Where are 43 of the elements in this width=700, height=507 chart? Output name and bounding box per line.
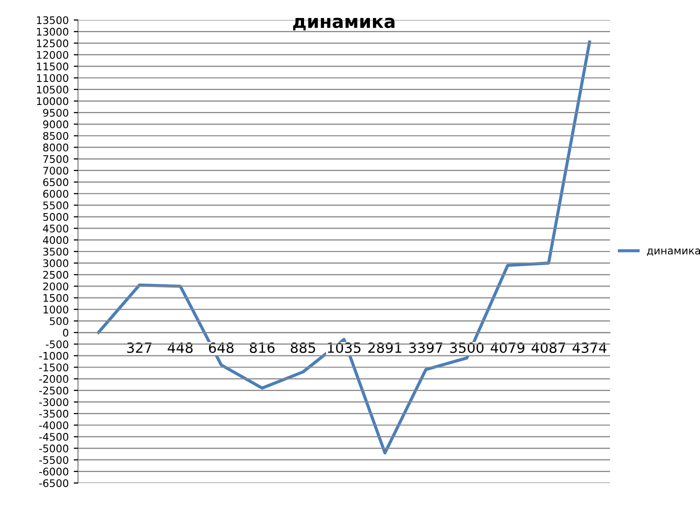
y-tick-label: 10500 [36, 86, 68, 94]
y-tick-label: 2500 [43, 270, 68, 279]
y-tick-label: 8000 [43, 144, 68, 152]
y-tick-label: 2000 [43, 282, 68, 290]
y-tick-label: 10000 [36, 97, 68, 106]
y-tick-label: -3500 [39, 410, 68, 418]
y-tick-label: 5000 [43, 213, 68, 221]
y-tick-label: -2500 [39, 386, 68, 395]
y-tick-label: 4500 [42, 224, 68, 232]
y-tick-label: -3000 [39, 398, 68, 406]
y-tick-label: -4500 [39, 432, 68, 441]
y-tick-label: 8500 [43, 132, 68, 140]
y-tick-label: 500 [50, 317, 68, 326]
y-tick-label: 5500 [43, 201, 68, 210]
y-tick-label: 1500 [44, 294, 68, 302]
y-tick-label: 11500 [36, 62, 68, 70]
y-tick-label: 7000 [43, 166, 68, 175]
y-tick-label: 6000 [43, 190, 68, 198]
y-tick-label: -6500 [39, 479, 68, 488]
y-tick-label: 9500 [43, 108, 68, 117]
y-tick-label: 12500 [36, 39, 68, 48]
y-tick-label: 13000 [36, 28, 68, 36]
y-tick-label: -5500 [39, 456, 68, 464]
y-tick-label: -1500 [39, 363, 68, 372]
y-tick-label: 3000 [43, 259, 68, 268]
y-tick-label: 0 [63, 328, 68, 337]
y-tick-label: 1000 [44, 306, 68, 314]
y-tick-label: -1000 [39, 352, 68, 360]
y-tick-label: 6500 [43, 178, 68, 186]
y-tick-label: 3500 [43, 248, 68, 256]
y-tick-label: 9000 [43, 120, 68, 128]
y-tick-label: 4000 [42, 236, 68, 244]
y-tick-label: 12000 [36, 50, 68, 59]
y-tick-label: 13500 [36, 16, 68, 24]
y-tick-label: 7500 [43, 155, 68, 164]
y-tick-label: -6000 [39, 468, 68, 476]
legend-label: динамика [647, 248, 700, 256]
y-tick-label: -2000 [39, 375, 68, 383]
chart-title: динамика [293, 18, 394, 30]
y-tick-label: -5000 [39, 444, 68, 452]
y-tick-label: -500 [46, 340, 68, 348]
y-tick-label: -4000 [39, 421, 68, 430]
y-tick-label: 11000 [36, 74, 68, 82]
